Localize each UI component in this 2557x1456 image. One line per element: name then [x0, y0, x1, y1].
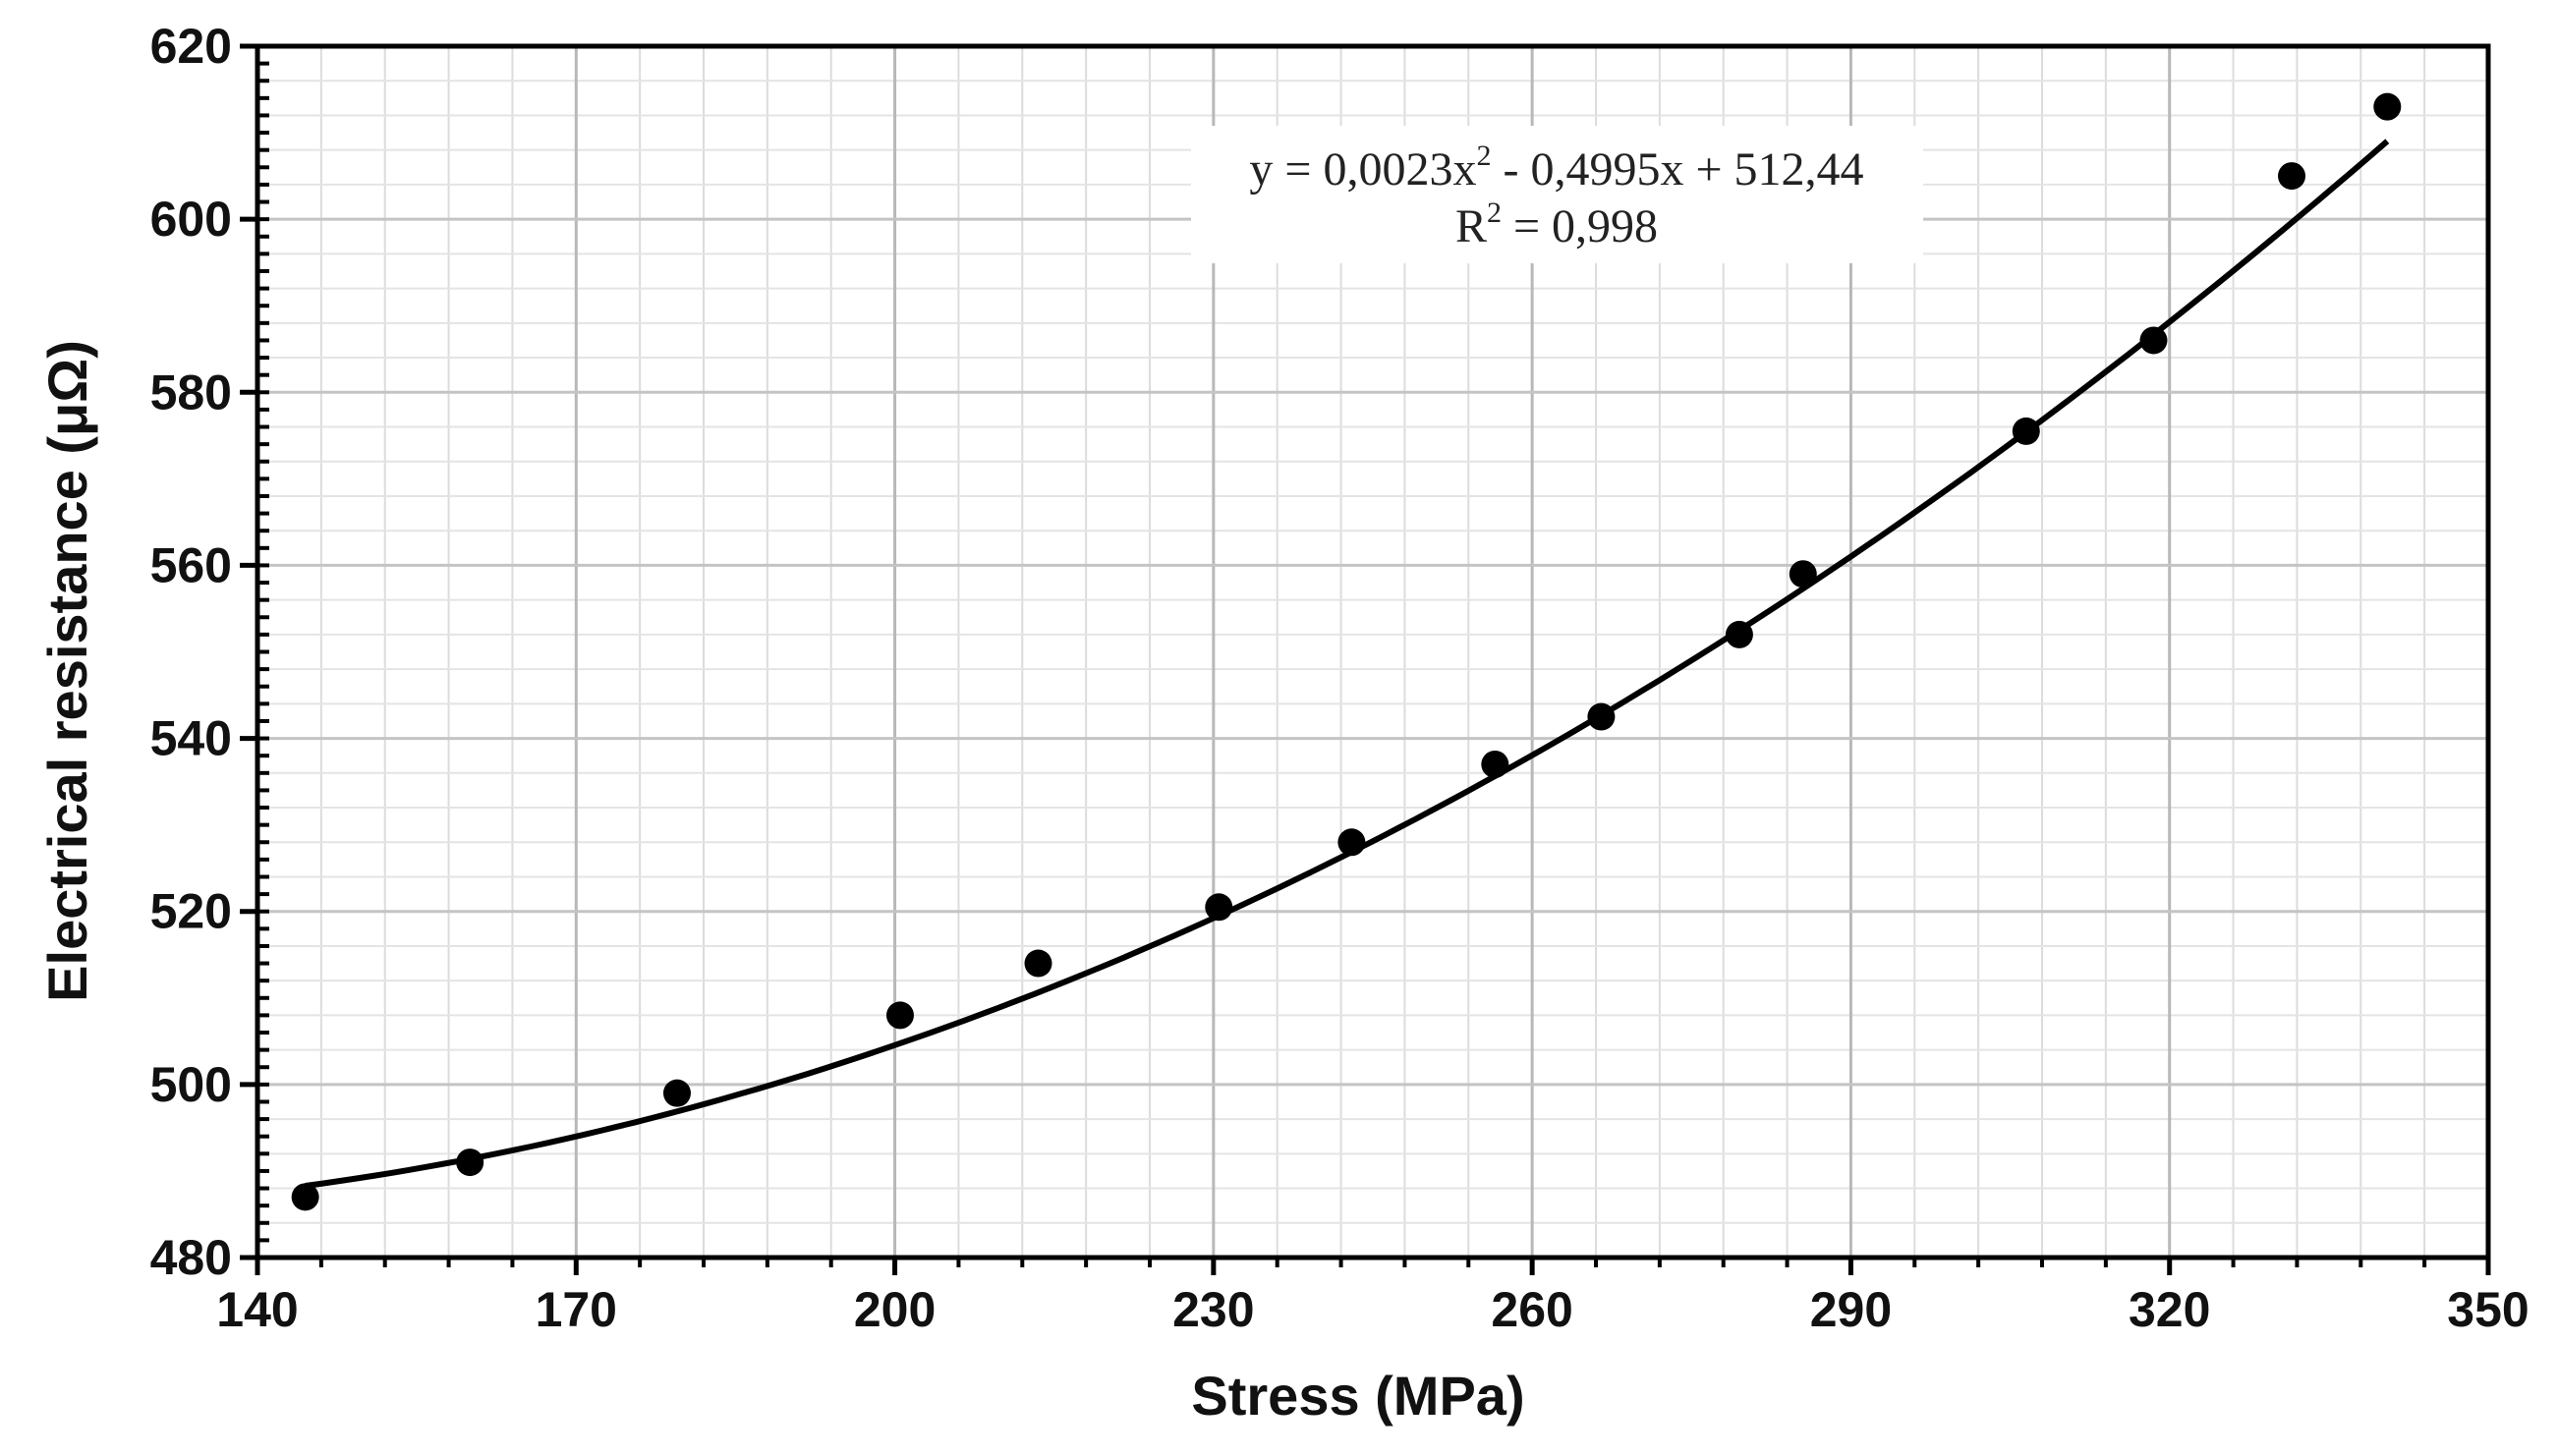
data-point — [1024, 949, 1052, 978]
y-tick-label: 580 — [150, 364, 232, 420]
data-point — [456, 1148, 484, 1177]
data-point — [2012, 417, 2040, 445]
data-point — [2373, 92, 2402, 121]
data-point — [885, 1001, 914, 1030]
y-axis-tick-labels: 480 500 520 540 560 580 600 620 — [150, 19, 232, 1285]
x-tick-label: 260 — [1491, 1282, 1572, 1337]
r2-exponent: 2 — [1487, 196, 1502, 229]
r2-suffix: = 0,998 — [1502, 200, 1658, 252]
data-point — [1481, 750, 1509, 778]
data-point — [2278, 162, 2306, 191]
r2-prefix: R — [1455, 200, 1487, 252]
y-tick-label: 540 — [150, 711, 232, 766]
y-tick-label: 500 — [150, 1057, 232, 1112]
equation-suffix: - 0,4995x + 512,44 — [1492, 143, 1864, 196]
y-tick-label: 560 — [150, 537, 232, 592]
x-tick-label: 350 — [2447, 1282, 2529, 1337]
data-point — [1789, 560, 1817, 588]
x-axis-tick-labels: 140 170 200 230 260 290 320 350 — [216, 1282, 2529, 1337]
x-axis-title: Stress (MPa) — [1191, 1365, 1524, 1427]
y-axis-title: Electrical resistance (μΩ) — [36, 340, 98, 1002]
data-point — [1337, 828, 1366, 857]
y-tick-label: 480 — [150, 1230, 232, 1285]
data-point — [1725, 620, 1753, 648]
axis-tick-marks — [240, 43, 2491, 1275]
equation-background — [1191, 126, 1923, 263]
y-tick-label: 620 — [150, 19, 232, 74]
y-tick-label: 520 — [150, 884, 232, 939]
y-tick-label: 600 — [150, 192, 232, 247]
x-tick-label: 140 — [216, 1282, 298, 1337]
data-point — [1587, 702, 1616, 731]
data-point — [662, 1079, 691, 1107]
x-tick-label: 170 — [536, 1282, 617, 1337]
trendline-equation: y = 0,0023x2 - 0,4995x + 512,44 — [1249, 140, 1863, 196]
x-tick-label: 200 — [854, 1282, 936, 1337]
equation-prefix: y = 0,0023x — [1249, 143, 1476, 196]
data-points — [291, 92, 2402, 1211]
minor-gridlines — [257, 46, 2488, 1258]
x-tick-label: 320 — [2129, 1282, 2210, 1337]
trendline-r-squared: R2 = 0,998 — [1455, 196, 1658, 252]
x-tick-label: 230 — [1172, 1282, 1254, 1337]
data-point — [1205, 893, 1233, 922]
data-point — [2139, 326, 2168, 355]
x-tick-label: 290 — [1810, 1282, 1892, 1337]
trendline-curve — [305, 139, 2390, 1189]
equation-exponent: 2 — [1477, 140, 1492, 172]
data-point — [291, 1183, 319, 1211]
